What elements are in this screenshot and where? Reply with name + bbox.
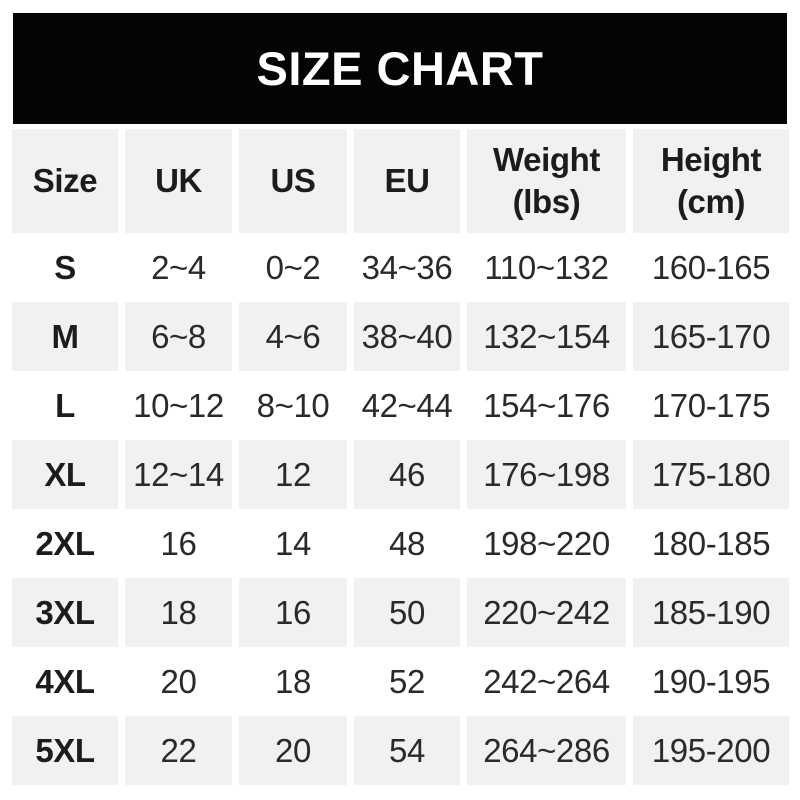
value-cell: 12 bbox=[239, 440, 347, 509]
value-cell: 34~36 bbox=[361, 248, 453, 286]
value-cell: 165-170 bbox=[633, 302, 789, 371]
value-cell: 10~12 bbox=[133, 386, 224, 424]
size-cell: M bbox=[12, 302, 118, 371]
table-body: S 2~4 0~2 34~36 110~132 160-165 M 6~8 4~6 38~40 13… bbox=[12, 233, 789, 785]
size-cell: 5XL bbox=[12, 716, 118, 785]
value-cell: 52 bbox=[389, 662, 425, 700]
header-cell: Weight (lbs) bbox=[467, 129, 626, 233]
value-cell: 14 bbox=[275, 524, 311, 562]
value-cell: 220~242 bbox=[467, 578, 626, 647]
header-cell: Size bbox=[12, 129, 118, 233]
table-row: 4XL 20 18 52 242~264 190-195 bbox=[12, 647, 789, 716]
table-header-row: Size UK US EU Weight (lbs) Height (cm) bbox=[12, 129, 789, 233]
header-label: EU bbox=[384, 162, 430, 199]
header-sublabel: (lbs) bbox=[512, 183, 581, 220]
value-cell: 54 bbox=[354, 716, 460, 785]
table-row: S 2~4 0~2 34~36 110~132 160-165 bbox=[12, 233, 789, 302]
value-cell: 16 bbox=[239, 578, 347, 647]
size-cell: L bbox=[55, 386, 75, 424]
value-cell: 20 bbox=[160, 662, 197, 700]
size-cell: 3XL bbox=[12, 578, 118, 647]
header-label: Size bbox=[32, 162, 98, 199]
value-cell: 8~10 bbox=[256, 386, 330, 424]
value-cell: 22 bbox=[125, 716, 232, 785]
table-row: M 6~8 4~6 38~40 132~154 165-170 bbox=[12, 302, 789, 371]
value-cell: 38~40 bbox=[354, 302, 460, 371]
value-cell: 18 bbox=[125, 578, 232, 647]
size-table: Size UK US EU Weight (lbs) Height (cm) S 2~4 0~2 3… bbox=[12, 129, 789, 785]
table-row: 3XL 18 16 50 220~242 185-190 bbox=[12, 578, 789, 647]
table-row: XL 12~14 12 46 176~198 175-180 bbox=[12, 440, 789, 509]
size-cell: XL bbox=[12, 440, 118, 509]
header-label: Weight bbox=[493, 141, 600, 178]
value-cell: 190-195 bbox=[651, 662, 771, 700]
value-cell: 0~2 bbox=[265, 248, 321, 286]
size-cell: 4XL bbox=[35, 662, 95, 700]
value-cell: 42~44 bbox=[361, 386, 453, 424]
value-cell: 12~14 bbox=[125, 440, 232, 509]
table-row: L 10~12 8~10 42~44 154~176 170-175 bbox=[12, 371, 789, 440]
value-cell: 154~176 bbox=[483, 386, 610, 424]
value-cell: 175-180 bbox=[633, 440, 789, 509]
value-cell: 195-200 bbox=[633, 716, 789, 785]
value-cell: 48 bbox=[389, 524, 425, 562]
value-cell: 50 bbox=[354, 578, 460, 647]
header-sublabel: (cm) bbox=[676, 183, 746, 220]
value-cell: 6~8 bbox=[125, 302, 232, 371]
value-cell: 176~198 bbox=[467, 440, 626, 509]
value-cell: 16 bbox=[160, 524, 197, 562]
value-cell: 110~132 bbox=[484, 248, 609, 286]
header-label: UK bbox=[155, 162, 202, 199]
title-banner: SIZE CHART bbox=[13, 13, 787, 124]
value-cell: 242~264 bbox=[483, 662, 610, 700]
header-label: US bbox=[270, 162, 316, 199]
value-cell: 160-165 bbox=[651, 248, 771, 286]
value-cell: 2~4 bbox=[151, 248, 206, 286]
table-row: 2XL 16 14 48 198~220 180-185 bbox=[12, 509, 789, 578]
value-cell: 264~286 bbox=[467, 716, 626, 785]
value-cell: 170-175 bbox=[651, 386, 771, 424]
size-cell: 2XL bbox=[35, 524, 95, 562]
value-cell: 46 bbox=[354, 440, 460, 509]
header-cell: US bbox=[239, 129, 347, 233]
header-label: Height bbox=[660, 141, 762, 178]
value-cell: 180-185 bbox=[651, 524, 771, 562]
size-cell: S bbox=[54, 248, 76, 286]
value-cell: 20 bbox=[239, 716, 347, 785]
table-row: 5XL 22 20 54 264~286 195-200 bbox=[12, 716, 789, 785]
value-cell: 198~220 bbox=[483, 524, 610, 562]
value-cell: 18 bbox=[275, 662, 311, 700]
value-cell: 4~6 bbox=[239, 302, 347, 371]
header-cell: UK bbox=[125, 129, 232, 233]
page-title: SIZE CHART bbox=[256, 42, 544, 95]
header-cell: EU bbox=[354, 129, 460, 233]
value-cell: 185-190 bbox=[633, 578, 789, 647]
header-cell: Height (cm) bbox=[633, 129, 789, 233]
value-cell: 132~154 bbox=[467, 302, 626, 371]
